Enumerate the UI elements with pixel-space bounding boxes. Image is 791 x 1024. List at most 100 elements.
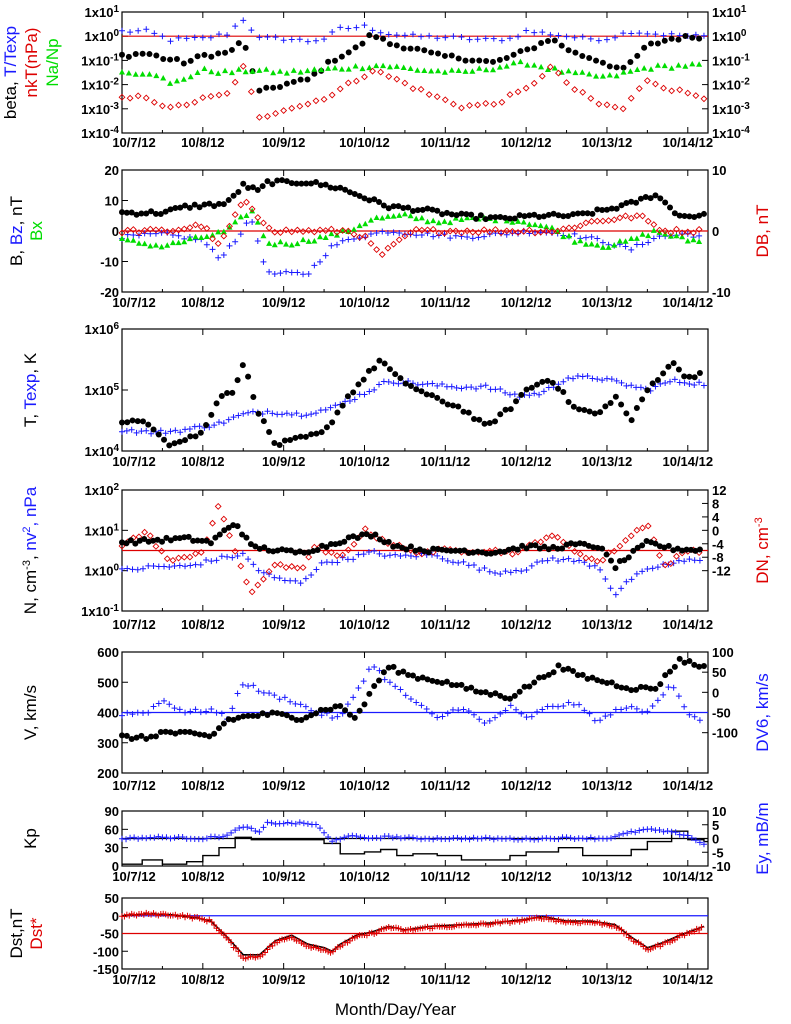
data-point (639, 241, 646, 248)
data-point (599, 217, 607, 225)
data-point (654, 377, 661, 384)
data-point (531, 679, 538, 686)
data-point (458, 34, 465, 41)
data-point (413, 232, 420, 239)
y2-tick-label: -10 (712, 859, 731, 874)
data-point (249, 712, 256, 719)
data-point (351, 191, 358, 198)
data-point (695, 225, 703, 233)
data-point (148, 430, 155, 437)
data-point (250, 394, 257, 401)
data-point (559, 545, 566, 552)
data-point (683, 546, 690, 553)
data-point (418, 388, 425, 395)
data-point (613, 72, 620, 79)
data-point (183, 35, 190, 42)
data-point (294, 240, 301, 247)
data-point (245, 185, 252, 192)
data-point (645, 239, 652, 246)
data-point (245, 682, 252, 689)
data-point (322, 234, 329, 241)
data-point (283, 80, 290, 87)
series-dot-black (119, 357, 703, 449)
data-point (496, 548, 503, 555)
y-tick-label: -150 (93, 962, 119, 977)
y-axis-label-3: Na/Np (43, 38, 62, 86)
data-point (565, 665, 572, 672)
data-point (192, 561, 199, 568)
data-point (657, 681, 664, 688)
data-point (180, 60, 187, 67)
data-point (407, 553, 414, 560)
data-point (443, 209, 450, 216)
data-point (252, 543, 259, 550)
data-point (305, 270, 312, 277)
data-point (192, 233, 199, 240)
data-point (594, 544, 601, 551)
data-point (339, 226, 347, 234)
data-point (231, 547, 239, 555)
data-point (345, 66, 352, 72)
data-point (283, 268, 290, 275)
y-tick-label: 0 (112, 224, 119, 239)
data-point (129, 417, 136, 424)
data-point (555, 32, 562, 39)
data-point (648, 40, 655, 47)
data-point (502, 835, 509, 842)
x-tick-label: 10/11/12 (420, 295, 470, 310)
data-point (393, 833, 400, 840)
data-point (371, 548, 378, 555)
data-point (684, 89, 692, 97)
x-tick-label: 10/11/12 (420, 135, 470, 150)
data-point (322, 181, 329, 188)
data-point (402, 552, 409, 559)
data-point (208, 558, 215, 565)
data-point (559, 538, 567, 546)
data-point (439, 713, 446, 720)
data-point (595, 100, 603, 108)
data-point (329, 29, 336, 36)
data-point (418, 33, 425, 40)
x-tick-label: 10/12/12 (501, 295, 552, 310)
data-point (579, 88, 587, 96)
data-point (430, 233, 437, 240)
data-point (588, 233, 595, 240)
data-point (367, 240, 375, 247)
data-point (587, 94, 595, 102)
data-point (612, 706, 619, 713)
y-axis-label: V, km/s (21, 685, 40, 740)
data-point (167, 206, 174, 213)
data-point (490, 100, 498, 108)
data-point (356, 707, 363, 714)
data-point (565, 699, 572, 706)
x-tick-label: 10/7/12 (112, 778, 155, 793)
data-point (511, 215, 518, 222)
data-point (618, 926, 625, 933)
data-point (652, 383, 659, 390)
data-point (486, 420, 493, 427)
data-point (667, 204, 674, 211)
data-point (513, 567, 520, 574)
data-point (491, 226, 499, 233)
data-point (650, 221, 658, 229)
data-point (514, 88, 522, 96)
data-point (283, 547, 290, 554)
data-point (599, 206, 606, 213)
data-point (199, 34, 206, 41)
data-point (686, 556, 693, 563)
data-point (458, 216, 465, 223)
data-point (334, 241, 341, 248)
x-tick-label: 10/7/12 (112, 869, 155, 884)
y-tick-label: -50 (100, 927, 119, 942)
data-point (579, 210, 586, 217)
data-point (167, 103, 174, 111)
data-point (199, 537, 206, 544)
data-point (318, 66, 325, 73)
data-point (591, 717, 598, 724)
data-point (448, 52, 455, 59)
data-point (148, 733, 155, 740)
data-point (213, 557, 220, 564)
data-point (468, 684, 475, 691)
data-point (623, 685, 630, 692)
data-point (686, 373, 693, 380)
